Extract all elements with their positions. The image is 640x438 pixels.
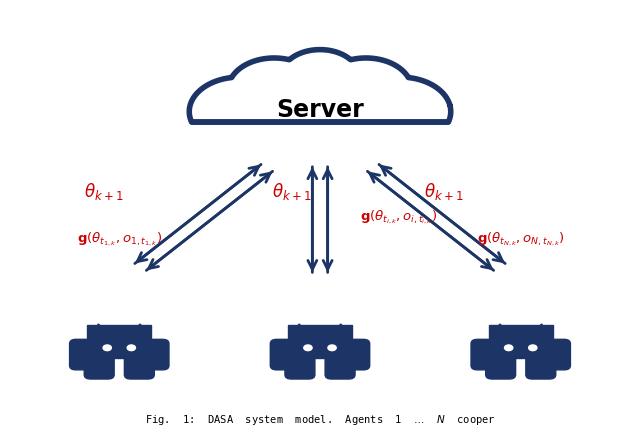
Text: Fig.  1:  DASA  system  model.  Agents  1  $\ldots$  $N$  cooper: Fig. 1: DASA system model. Agents 1 $\ld… — [145, 412, 495, 426]
FancyBboxPatch shape — [145, 339, 169, 370]
Polygon shape — [292, 336, 348, 357]
Text: $\mathbf{g}(\theta_{t_{N,k}}, o_{N,t_{N,k}})$: $\mathbf{g}(\theta_{t_{N,k}}, o_{N,t_{N,… — [477, 230, 564, 247]
Text: $\theta_{k+1}$: $\theta_{k+1}$ — [84, 180, 123, 201]
Text: $\mathbf{g}(\theta_{t_{i,k}}, o_{i,t_{i,k}})$: $\mathbf{g}(\theta_{t_{i,k}}, o_{i,t_{i,… — [360, 208, 436, 226]
Text: $\theta_{k+1}$: $\theta_{k+1}$ — [271, 180, 311, 201]
Circle shape — [103, 345, 111, 351]
FancyBboxPatch shape — [124, 354, 154, 379]
FancyBboxPatch shape — [270, 339, 294, 370]
FancyBboxPatch shape — [471, 339, 495, 370]
FancyBboxPatch shape — [489, 325, 552, 358]
Circle shape — [304, 345, 312, 351]
FancyBboxPatch shape — [325, 354, 355, 379]
FancyBboxPatch shape — [486, 354, 516, 379]
FancyBboxPatch shape — [88, 325, 151, 358]
Polygon shape — [493, 336, 548, 357]
Circle shape — [504, 345, 513, 351]
Text: $\mathbf{g}(\theta_{t_{1,k}}, o_{1,t_{1,k}})$: $\mathbf{g}(\theta_{t_{1,k}}, o_{1,t_{1,… — [77, 230, 162, 247]
Text: $\theta_{k+1}$: $\theta_{k+1}$ — [424, 180, 464, 201]
Polygon shape — [189, 50, 451, 123]
Polygon shape — [92, 336, 147, 357]
Text: Server: Server — [276, 98, 364, 122]
Circle shape — [529, 345, 537, 351]
Circle shape — [328, 345, 336, 351]
FancyBboxPatch shape — [70, 339, 94, 370]
Circle shape — [127, 345, 136, 351]
FancyBboxPatch shape — [84, 354, 114, 379]
FancyBboxPatch shape — [346, 339, 370, 370]
FancyBboxPatch shape — [546, 339, 570, 370]
FancyBboxPatch shape — [285, 354, 315, 379]
FancyBboxPatch shape — [288, 325, 352, 358]
FancyBboxPatch shape — [526, 354, 556, 379]
